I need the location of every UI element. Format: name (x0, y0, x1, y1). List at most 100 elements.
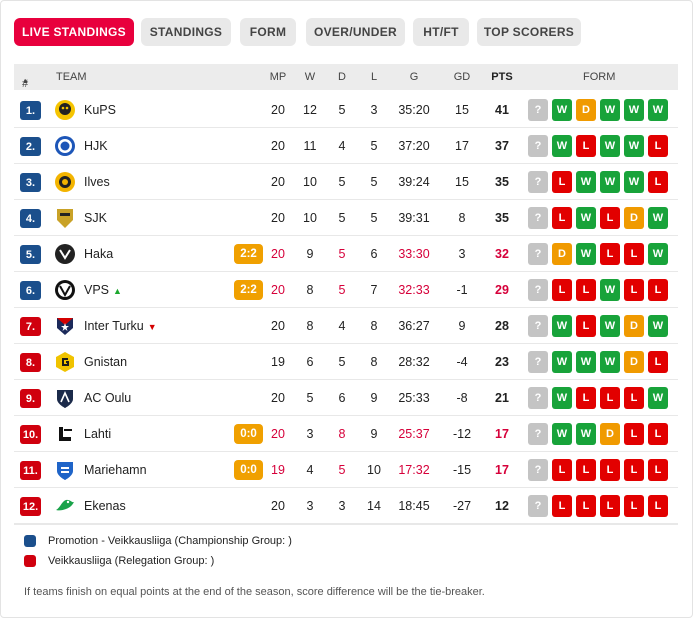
form-result[interactable]: L (552, 207, 572, 229)
team-name[interactable]: Inter Turku ▼ (84, 319, 157, 333)
form-result[interactable]: L (600, 459, 620, 481)
form-result[interactable]: W (624, 135, 644, 157)
form-result[interactable]: W (552, 387, 572, 409)
form-result[interactable]: D (624, 207, 644, 229)
form-result[interactable]: L (624, 423, 644, 445)
tab-live-standings[interactable]: LIVE STANDINGS (14, 18, 134, 46)
form-result[interactable]: W (648, 315, 668, 337)
team-name[interactable]: Haka (84, 247, 113, 261)
form-result[interactable]: L (552, 171, 572, 193)
form-next-match[interactable]: ? (528, 207, 548, 229)
form-result[interactable]: L (624, 495, 644, 517)
table-row[interactable]: 5. Haka 2:2 20 9 5 6 33:30 3 32? D W L L W (14, 236, 678, 272)
form-next-match[interactable]: ? (528, 243, 548, 265)
form-result[interactable]: W (576, 171, 596, 193)
form-result[interactable]: W (576, 423, 596, 445)
form-result[interactable]: W (600, 99, 620, 121)
team-name[interactable]: Gnistan (84, 355, 127, 369)
form-result[interactable]: W (600, 279, 620, 301)
team-name[interactable]: VPS ▲ (84, 283, 122, 297)
form-next-match[interactable]: ? (528, 99, 548, 121)
form-result[interactable]: W (552, 423, 572, 445)
form-result[interactable]: L (552, 279, 572, 301)
form-next-match[interactable]: ? (528, 315, 548, 337)
form-next-match[interactable]: ? (528, 387, 548, 409)
form-result[interactable]: W (600, 171, 620, 193)
tab-top-scorers[interactable]: TOP SCORERS (477, 18, 581, 46)
team-name[interactable]: SJK (84, 211, 107, 225)
form-result[interactable]: L (576, 315, 596, 337)
team-name[interactable]: HJK (84, 139, 108, 153)
form-next-match[interactable]: ? (528, 171, 548, 193)
form-result[interactable]: L (576, 387, 596, 409)
form-next-match[interactable]: ? (528, 135, 548, 157)
form-result[interactable]: W (624, 171, 644, 193)
form-result[interactable]: W (576, 243, 596, 265)
tab-ht-ft[interactable]: HT/FT (413, 18, 469, 46)
form-result[interactable]: W (624, 99, 644, 121)
form-result[interactable]: D (576, 99, 596, 121)
form-result[interactable]: W (648, 387, 668, 409)
form-result[interactable]: W (600, 351, 620, 373)
form-result[interactable]: L (600, 387, 620, 409)
form-result[interactable]: L (600, 243, 620, 265)
form-result[interactable]: D (552, 243, 572, 265)
form-result[interactable]: L (624, 387, 644, 409)
live-score-badge[interactable]: 0:0 (234, 424, 263, 444)
form-result[interactable]: W (600, 135, 620, 157)
form-next-match[interactable]: ? (528, 279, 548, 301)
table-row[interactable]: 12. Ekenas 20 3 3 14 18:45 -27 12? L L L L L (14, 488, 678, 524)
table-row[interactable]: 10. Lahti 0:0 20 3 8 9 25:37 -12 17? W W D L L (14, 416, 678, 452)
form-result[interactable]: W (648, 99, 668, 121)
table-row[interactable]: 1. KuPS 20 12 5 3 35:20 15 41? W D W W W (14, 92, 678, 128)
form-result[interactable]: L (624, 279, 644, 301)
form-result[interactable]: L (648, 171, 668, 193)
live-score-badge[interactable]: 2:2 (234, 280, 263, 300)
form-result[interactable]: L (576, 279, 596, 301)
team-name[interactable]: Ekenas (84, 499, 126, 513)
form-result[interactable]: W (552, 135, 572, 157)
table-row[interactable]: 9. AC Oulu 20 5 6 9 25:33 -8 21? W L L L W (14, 380, 678, 416)
form-result[interactable]: W (648, 243, 668, 265)
table-row[interactable]: 11. Mariehamn 0:0 19 4 5 10 17:32 -15 17? L L L L L (14, 452, 678, 488)
form-result[interactable]: W (552, 315, 572, 337)
form-result[interactable]: W (576, 351, 596, 373)
form-result[interactable]: L (552, 495, 572, 517)
table-row[interactable]: 3. Ilves 20 10 5 5 39:24 15 35? L W W W L (14, 164, 678, 200)
form-result[interactable]: D (624, 351, 644, 373)
form-result[interactable]: L (576, 459, 596, 481)
tab-standings[interactable]: STANDINGS (141, 18, 231, 46)
team-name[interactable]: Ilves (84, 175, 110, 189)
table-row[interactable]: 2. HJK 20 11 4 5 37:20 17 37? W L W W L (14, 128, 678, 164)
form-result[interactable]: L (648, 351, 668, 373)
form-result[interactable]: W (576, 207, 596, 229)
form-result[interactable]: L (648, 423, 668, 445)
form-result[interactable]: L (648, 279, 668, 301)
team-name[interactable]: KuPS (84, 103, 116, 117)
form-next-match[interactable]: ? (528, 459, 548, 481)
form-result[interactable]: L (576, 135, 596, 157)
form-next-match[interactable]: ? (528, 495, 548, 517)
form-result[interactable]: W (552, 99, 572, 121)
form-result[interactable]: W (648, 207, 668, 229)
team-name[interactable]: Lahti (84, 427, 111, 441)
table-row[interactable]: 7. Inter Turku ▼ 20 8 4 8 36:27 9 28? W L W D W (14, 308, 678, 344)
live-score-badge[interactable]: 0:0 (234, 460, 263, 480)
team-name[interactable]: Mariehamn (84, 463, 147, 477)
form-result[interactable]: W (552, 351, 572, 373)
form-result[interactable]: L (648, 459, 668, 481)
form-result[interactable]: L (600, 207, 620, 229)
tab-form[interactable]: FORM (240, 18, 296, 46)
form-result[interactable]: L (600, 495, 620, 517)
table-row[interactable]: 8. Gnistan 19 6 5 8 28:32 -4 23? W W W D L (14, 344, 678, 380)
form-result[interactable]: L (648, 495, 668, 517)
form-result[interactable]: L (552, 459, 572, 481)
form-result[interactable]: L (624, 243, 644, 265)
form-result[interactable]: D (600, 423, 620, 445)
live-score-badge[interactable]: 2:2 (234, 244, 263, 264)
team-name[interactable]: AC Oulu (84, 391, 131, 405)
form-next-match[interactable]: ? (528, 351, 548, 373)
form-result[interactable]: L (576, 495, 596, 517)
table-row[interactable]: 6. VPS ▲ 2:2 20 8 5 7 32:33 -1 29? L L W L L (14, 272, 678, 308)
form-result[interactable]: L (648, 135, 668, 157)
